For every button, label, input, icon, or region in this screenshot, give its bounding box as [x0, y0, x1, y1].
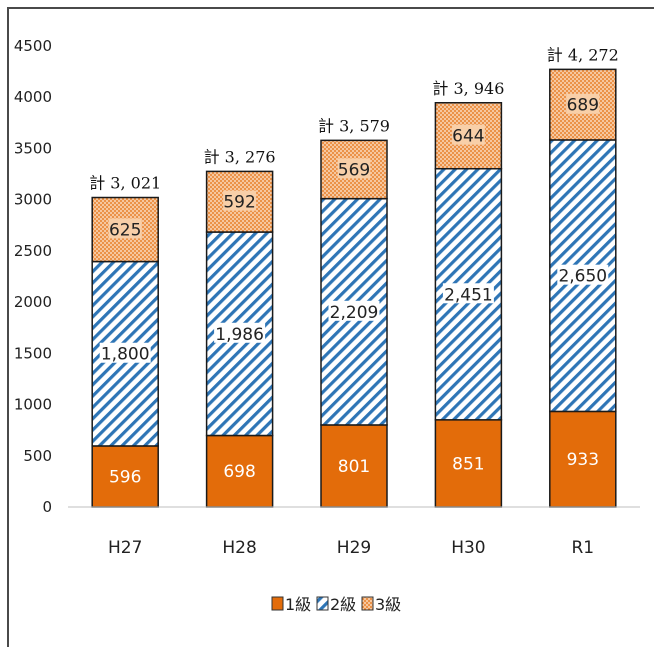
total-label: 計 3, 276	[204, 147, 276, 166]
data-label: 1,986	[215, 325, 264, 345]
data-label-bg	[214, 322, 266, 343]
legend-swatch-1	[271, 596, 284, 611]
y-tick-label: 2000	[14, 293, 52, 311]
data-label: 689	[567, 96, 599, 116]
legend-label: 1級	[285, 595, 311, 614]
bars: 596 1,800 625 計 3, 021 698 1,986 592 計 3, 276 80…	[89, 45, 619, 508]
y-tick-label: 4500	[14, 37, 52, 55]
y-tick-label: 2500	[14, 242, 52, 260]
bar-segment-1	[205, 434, 274, 508]
legend: 1級 2級 3級	[271, 595, 401, 614]
y-tick-label: 1000	[14, 396, 52, 414]
data-label-bg	[328, 300, 380, 321]
data-label-bg	[337, 158, 371, 179]
data-label: 569	[338, 160, 370, 180]
bar-segment-1	[434, 419, 503, 508]
data-label: 1,800	[101, 345, 150, 365]
data-label-bg	[223, 190, 257, 211]
x-tick-label: R1	[571, 538, 594, 558]
y-axis: 0 500 1000 1500 2000 2500 3000 3500 4000 4500	[14, 37, 52, 516]
data-label: 2,451	[444, 285, 493, 305]
y-tick-label: 0	[42, 498, 52, 516]
data-label: 625	[109, 221, 141, 241]
legend-label: 3級	[375, 595, 401, 614]
total-label: 計 4, 272	[547, 45, 619, 64]
y-tick-label: 3500	[14, 139, 52, 157]
data-label: 933	[567, 450, 599, 470]
legend-label: 2級	[330, 595, 356, 614]
total-label: 計 3, 021	[89, 174, 161, 193]
legend-swatch-3	[361, 596, 374, 611]
x-tick-label: H29	[337, 538, 371, 558]
data-label-bg	[451, 124, 485, 145]
data-label-bg	[99, 342, 151, 363]
y-tick-label: 500	[23, 447, 52, 465]
data-label: 851	[452, 454, 484, 474]
x-tick-label: H27	[108, 538, 142, 558]
data-label: 2,209	[330, 303, 379, 323]
data-label: 592	[223, 193, 255, 213]
bar-segment-1	[320, 424, 388, 508]
y-tick-label: 1500	[14, 344, 52, 362]
data-label: 698	[223, 462, 255, 482]
data-label-bg	[108, 218, 142, 239]
total-label: 計 3, 946	[432, 79, 504, 98]
data-label: 801	[338, 457, 370, 477]
chart-frame	[7, 7, 654, 647]
total-label: 計 3, 579	[318, 116, 390, 135]
data-label-bg	[557, 264, 609, 285]
x-tick-label: H30	[451, 538, 485, 558]
data-label: 2,650	[558, 267, 607, 287]
x-tick-label: H28	[222, 538, 256, 558]
data-label: 596	[109, 467, 141, 487]
y-tick-label: 3000	[14, 191, 52, 209]
data-label-bg	[442, 283, 494, 304]
legend-swatch-2	[316, 596, 329, 611]
y-tick-label: 4000	[14, 88, 52, 106]
data-label-bg	[566, 93, 600, 114]
x-axis: H27 H28 H29 H30 R1	[68, 506, 640, 558]
data-label: 644	[452, 127, 484, 147]
